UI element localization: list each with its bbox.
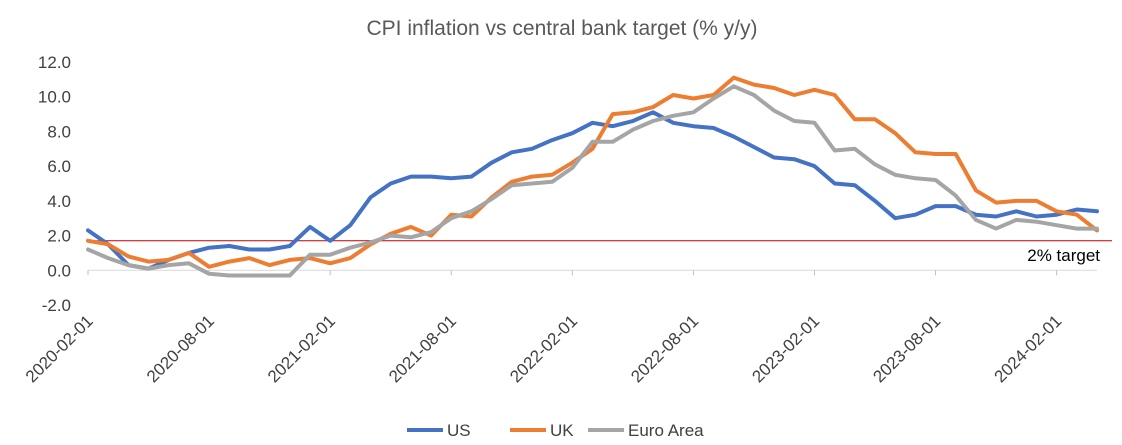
chart-title: CPI inflation vs central bank target (% … [367,17,758,40]
x-tick-label: 2023-02-01 [748,311,823,386]
x-tick-label: 2024-02-01 [991,311,1066,386]
x-tick-label: 2022-08-01 [627,311,702,386]
x-tick-label: 2023-08-01 [869,311,944,386]
y-tick-label: 0.0 [47,261,71,280]
legend: US UK Euro Area [407,421,704,440]
y-tick-label: 2.0 [47,227,71,246]
x-axis: 2020-02-01 2020-08-01 2021-02-01 2021-08-01… [22,269,1097,386]
legend-label: US [447,421,471,440]
series-lines [86,75,1099,278]
x-tick-label: 2020-02-01 [22,311,97,386]
y-tick-label: 6.0 [47,157,71,176]
target-line-label: 2% target [1027,246,1100,265]
y-tick-label: -2.0 [42,296,71,315]
x-tick-label: 2021-08-01 [385,311,460,386]
x-tick-label: 2021-02-01 [264,311,339,386]
legend-label: Euro Area [628,421,704,440]
y-axis: -2.0 0.0 2.0 4.0 6.0 8.0 10.0 12.0 [38,53,71,315]
y-tick-label: 10.0 [38,88,71,107]
x-tick-label: 2022-02-01 [506,311,581,386]
y-tick-label: 12.0 [38,53,71,72]
target-reference-line: 2% target [88,240,1112,265]
series-line-us [86,110,1099,271]
series-line-euro-area [86,84,1099,278]
x-tick-label: 2020-08-01 [143,311,218,386]
y-tick-label: 8.0 [47,122,71,141]
y-tick-label: 4.0 [47,192,71,211]
legend-label: UK [550,421,574,440]
series-line-uk [86,75,1099,269]
